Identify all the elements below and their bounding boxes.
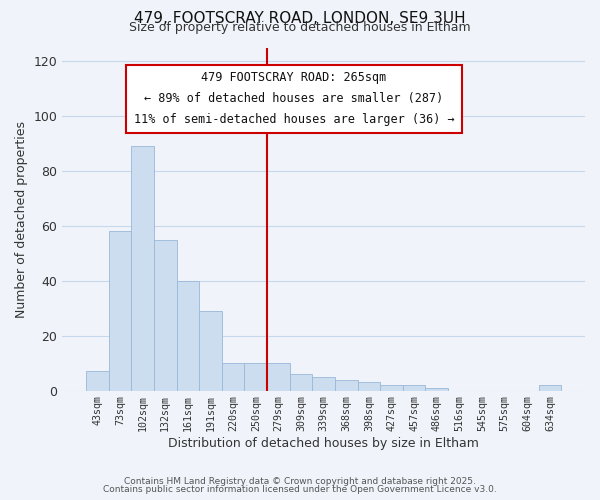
Y-axis label: Number of detached properties: Number of detached properties — [15, 120, 28, 318]
Bar — [222, 363, 244, 390]
Bar — [176, 281, 199, 390]
Text: 479 FOOTSCRAY ROAD: 265sqm: 479 FOOTSCRAY ROAD: 265sqm — [202, 71, 386, 84]
Bar — [335, 380, 358, 390]
Bar — [290, 374, 313, 390]
Text: Contains HM Land Registry data © Crown copyright and database right 2025.: Contains HM Land Registry data © Crown c… — [124, 477, 476, 486]
Bar — [86, 372, 109, 390]
Text: ← 89% of detached houses are smaller (287): ← 89% of detached houses are smaller (28… — [145, 92, 443, 105]
Bar — [244, 363, 267, 390]
Bar — [109, 232, 131, 390]
Text: 11% of semi-detached houses are larger (36) →: 11% of semi-detached houses are larger (… — [134, 112, 454, 126]
Bar — [313, 377, 335, 390]
Bar — [154, 240, 176, 390]
Bar — [403, 385, 425, 390]
Bar — [199, 311, 222, 390]
Bar — [358, 382, 380, 390]
Bar — [131, 146, 154, 390]
Bar — [267, 363, 290, 390]
Bar — [380, 385, 403, 390]
Bar — [539, 385, 561, 390]
Text: Size of property relative to detached houses in Eltham: Size of property relative to detached ho… — [129, 22, 471, 35]
X-axis label: Distribution of detached houses by size in Eltham: Distribution of detached houses by size … — [168, 437, 479, 450]
Text: 479, FOOTSCRAY ROAD, LONDON, SE9 3UH: 479, FOOTSCRAY ROAD, LONDON, SE9 3UH — [134, 11, 466, 26]
Bar — [425, 388, 448, 390]
Text: Contains public sector information licensed under the Open Government Licence v3: Contains public sector information licen… — [103, 485, 497, 494]
